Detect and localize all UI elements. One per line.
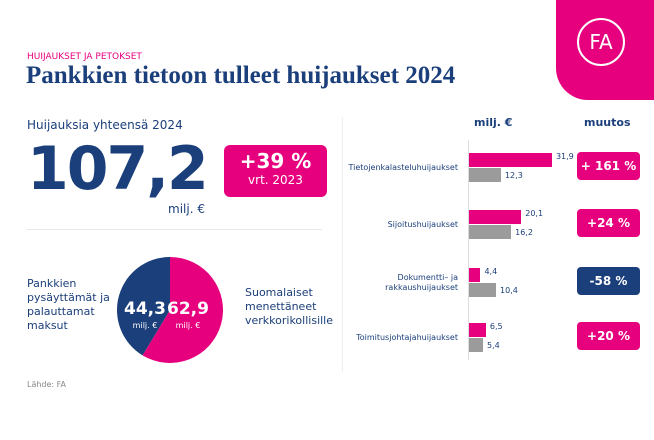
pie-unit-label: milj. €	[133, 321, 158, 330]
bar-value-label: 20,1	[525, 209, 544, 218]
change-badge: +20 %	[577, 322, 640, 350]
bar-2023	[469, 225, 512, 239]
bar-axis	[468, 140, 469, 360]
label-line: maksut	[27, 319, 68, 332]
kicker: HUIJAUKSET JA PETOKSET	[27, 52, 142, 62]
bar-value-label: 4,4	[484, 267, 498, 276]
category-label: Sijoitushuijaukset	[387, 220, 458, 229]
category-label: Dokumentti– ja rakkaushuijaukset	[385, 273, 458, 292]
category-label: Tietojenkalasteluhuijaukset	[348, 163, 459, 172]
bar-2024	[469, 323, 486, 337]
divider	[27, 229, 322, 230]
bar-2024	[469, 210, 522, 224]
change-badge: + 161 %	[577, 152, 640, 180]
label-line: menettäneet	[245, 300, 317, 313]
total-unit: milj. €	[168, 202, 205, 216]
col-change-header: muutos	[584, 116, 631, 129]
bar-2023	[469, 168, 501, 182]
pie-chart: 62,9 milj. € 44,3 milj. €	[116, 257, 223, 363]
col-value-header: milj. €	[474, 116, 513, 129]
bar-value-label: 10,4	[500, 286, 518, 295]
category-label: Toimitusjohtajahuijaukset	[356, 333, 458, 342]
change-value: +39 %	[239, 149, 312, 173]
bar-2023	[469, 338, 484, 352]
bar-value-label: 6,5	[489, 322, 503, 331]
bar-2024	[469, 268, 481, 282]
change-badge: +24 %	[577, 209, 640, 237]
bar-2024	[469, 153, 552, 167]
label-line: pysäyttämät ja	[27, 291, 110, 304]
label-line: palauttamat	[27, 305, 95, 318]
pie-slice	[142, 257, 223, 363]
bar-value-label: 12,3	[504, 171, 523, 180]
pie-slice	[116, 257, 170, 356]
pie-unit-label: milj. €	[176, 321, 201, 330]
total-value: 107,2	[27, 134, 209, 204]
fa-logo: FA	[577, 18, 625, 66]
bar-value-label: 31,9	[555, 152, 574, 161]
change-ref: vrt. 2023	[248, 173, 303, 187]
pie-right-label: Suomalaiset menettäneet verkkorikollisil…	[245, 286, 333, 328]
source: Lähde: FA	[27, 380, 67, 389]
bar-2023	[469, 283, 497, 297]
change-badge: +39 % vrt. 2023	[224, 145, 327, 197]
bar-value-label: 16,2	[515, 228, 533, 237]
bar-value-label: 5,4	[487, 341, 500, 350]
summary-label: Huijauksia yhteensä 2024	[27, 118, 183, 132]
label-line: Pankkien	[27, 277, 77, 290]
change-badge: -58 %	[577, 267, 640, 295]
page-title: Pankkien tietoon tulleet huijaukset 2024	[26, 62, 456, 89]
pie-value-label: 44,3	[124, 299, 166, 319]
pie-value-label: 62,9	[167, 299, 209, 319]
label-line: verkkorikollisille	[245, 314, 333, 327]
pie-left-label: Pankkien pysäyttämät ja palauttamat maks…	[27, 277, 110, 333]
label-line: Suomalaiset	[245, 286, 313, 299]
divider-vertical	[342, 117, 343, 372]
